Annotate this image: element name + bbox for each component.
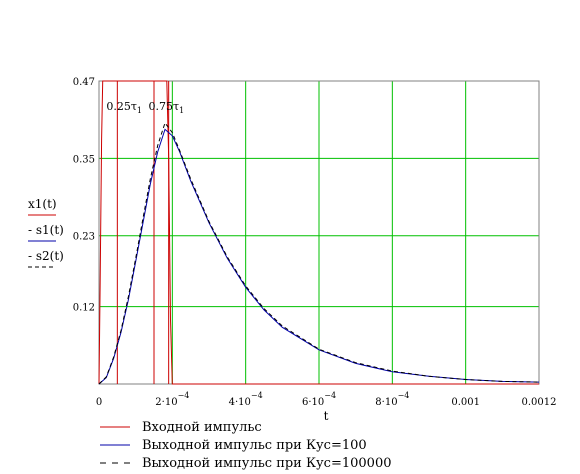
x-tick-label-1: 2·10−4	[155, 391, 189, 408]
y-tick-label-0: 0.12	[73, 303, 95, 314]
series-line-2	[98, 121, 540, 385]
legend-label-1: Выходной импульс при Кус=100	[142, 438, 367, 453]
x-tick-labels: 0 2·10−4 4·10−4 6·10−4 8·10−4 0.001 0.0012	[96, 391, 557, 408]
y-tick-label-3: 0.47	[73, 77, 95, 88]
grid	[99, 81, 539, 384]
x-axis-label: t	[324, 409, 329, 423]
x-tick-label-3: 6·10−4	[302, 391, 336, 408]
y-series-label-1: - s1(t)	[28, 223, 64, 237]
legend: Входной импульс Выходной импульс при Кус=…	[100, 420, 391, 471]
y-tick-label-1: 0.23	[73, 232, 95, 243]
y-tick-label-2: 0.35	[73, 154, 95, 165]
y-series-label-2: - s2(t)	[28, 249, 64, 263]
annotation-0: 0.25τ1	[106, 100, 142, 115]
x-tick-label-4: 8·10−4	[375, 391, 409, 408]
x-tick-label-6: 0.0012	[522, 397, 557, 408]
marker-annotations: 0.25τ1 0.75τ1	[106, 100, 184, 115]
legend-label-2: Выходной импульс при Кус=100000	[142, 456, 391, 471]
series-line-0	[98, 80, 539, 385]
annotation-1: 0.75τ1	[149, 100, 185, 115]
vertical-markers	[116, 81, 170, 384]
y-tick-labels: 0.12 0.23 0.35 0.47	[73, 77, 95, 314]
x-tick-label-2: 4·10−4	[229, 391, 263, 408]
legend-label-0: Входной импульс	[142, 420, 262, 435]
y-series-label-0: x1(t)	[28, 197, 57, 211]
y-axis-legend: x1(t) - s1(t) - s2(t)	[28, 197, 64, 268]
series-line-1	[98, 128, 540, 385]
x-tick-label-0: 0	[96, 397, 102, 408]
series-layer	[98, 80, 540, 385]
x-tick-label-5: 0.001	[451, 397, 480, 408]
